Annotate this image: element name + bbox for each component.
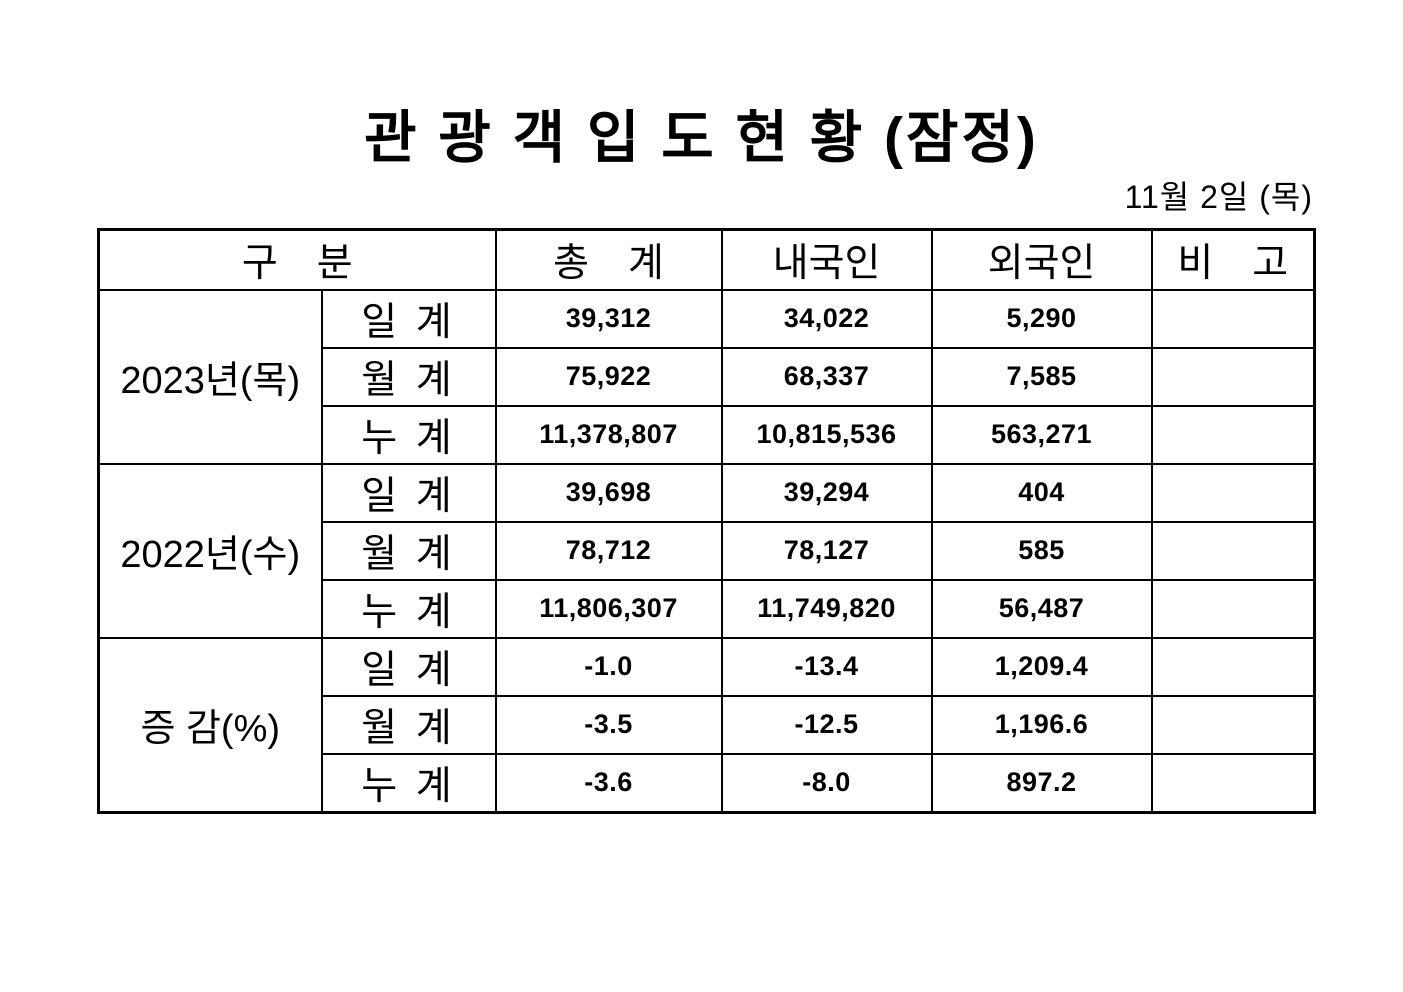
note-cell <box>1150 346 1316 407</box>
row-label-monthly: 월 계 <box>320 694 497 755</box>
group-label-2022: 2022년(수) <box>97 462 323 639</box>
row-label-daily: 일 계 <box>320 288 497 349</box>
header-domestic: 내국인 <box>720 228 933 291</box>
note-cell <box>1150 636 1316 697</box>
row-label-daily: 일 계 <box>320 636 497 697</box>
group-label-change-pct: 증 감(%) <box>97 636 323 813</box>
domestic-value: -8.0 <box>720 752 933 813</box>
foreign-value: 1,209.4 <box>930 636 1153 697</box>
table-row: 누 계 11,806,307 11,749,820 56,487 <box>99 578 1316 639</box>
domestic-value: 34,022 <box>720 288 933 349</box>
foreign-value: 5,290 <box>930 288 1153 349</box>
total-value: 11,378,807 <box>494 404 723 465</box>
table-row: 누 계 -3.6 -8.0 897.2 <box>99 752 1316 813</box>
domestic-value: 39,294 <box>720 462 933 523</box>
note-cell <box>1150 462 1316 523</box>
total-value: 39,698 <box>494 462 723 523</box>
foreign-value: 7,585 <box>930 346 1153 407</box>
note-cell <box>1150 578 1316 639</box>
table-row: 2023년(목) 일 계 39,312 34,022 5,290 <box>97 288 1316 465</box>
table-row: 월 계 75,922 68,337 7,585 <box>99 346 1316 407</box>
row-label-cumulative: 누 계 <box>320 752 497 813</box>
total-value: -3.6 <box>494 752 723 813</box>
header-total: 총 계 <box>494 228 723 291</box>
domestic-value: -12.5 <box>720 694 933 755</box>
foreign-value: 404 <box>930 462 1153 523</box>
page-title: 관 광 객 입 도 현 황 (잠정) <box>364 106 1039 170</box>
total-value: 11,806,307 <box>494 578 723 639</box>
note-cell <box>1150 752 1316 813</box>
table-row: 증 감(%) 일 계 -1.0 -13.4 1,209.4 <box>97 636 1316 813</box>
domestic-value: 78,127 <box>720 520 933 581</box>
note-cell <box>1150 288 1316 349</box>
header-category: 구 분 <box>97 228 497 291</box>
table-row: 2022년(수) 일 계 39,698 39,294 404 <box>97 462 1316 639</box>
total-value: -3.5 <box>494 694 723 755</box>
note-cell <box>1150 694 1316 755</box>
domestic-value: 10,815,536 <box>720 404 933 465</box>
row-label-cumulative: 누 계 <box>320 404 497 465</box>
group-label-2023: 2023년(목) <box>97 288 323 465</box>
foreign-value: 563,271 <box>930 404 1153 465</box>
foreign-value: 897.2 <box>930 752 1153 813</box>
foreign-value: 1,196.6 <box>930 694 1153 755</box>
foreign-value: 585 <box>930 520 1153 581</box>
row-label-monthly: 월 계 <box>320 346 497 407</box>
note-cell <box>1150 520 1316 581</box>
note-cell <box>1150 404 1316 465</box>
tourist-arrivals-table: 구 분 총 계 내국인 외국인 비 고 2023년(목) 일 계 39,312 … <box>97 228 1317 814</box>
row-label-monthly: 월 계 <box>320 520 497 581</box>
total-value: 39,312 <box>494 288 723 349</box>
row-label-daily: 일 계 <box>320 462 497 523</box>
header-row: 구 분 총 계 내국인 외국인 비 고 <box>97 228 1316 291</box>
domestic-value: -13.4 <box>720 636 933 697</box>
foreign-value: 56,487 <box>930 578 1153 639</box>
row-label-cumulative: 누 계 <box>320 578 497 639</box>
header-foreign: 외국인 <box>930 228 1153 291</box>
total-value: 75,922 <box>494 346 723 407</box>
table-row: 월 계 78,712 78,127 585 <box>99 520 1316 581</box>
header-note: 비 고 <box>1150 228 1316 291</box>
domestic-value: 68,337 <box>720 346 933 407</box>
report-date: 11월 2일 (목) <box>1124 179 1313 215</box>
table-row: 월 계 -3.5 -12.5 1,196.6 <box>99 694 1316 755</box>
table-row: 누 계 11,378,807 10,815,536 563,271 <box>99 404 1316 465</box>
domestic-value: 11,749,820 <box>720 578 933 639</box>
total-value: 78,712 <box>494 520 723 581</box>
total-value: -1.0 <box>494 636 723 697</box>
